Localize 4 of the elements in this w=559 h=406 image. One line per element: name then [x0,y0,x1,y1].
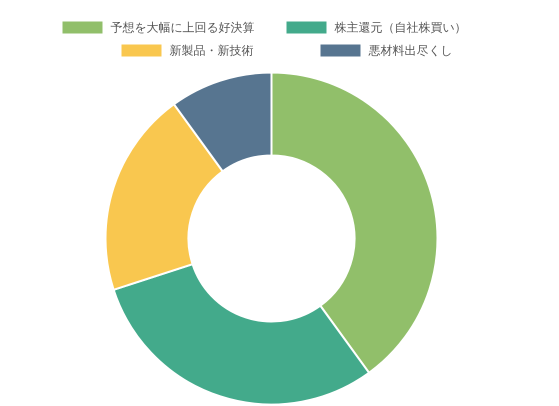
legend-label: 新製品・新技術 [170,44,254,58]
legend-label: 予想を大幅に上回る好決算 [110,20,254,34]
legend-label: 株主還元（自社株買い） [334,20,466,34]
legend-label: 悪材料出尽くし [368,44,452,58]
